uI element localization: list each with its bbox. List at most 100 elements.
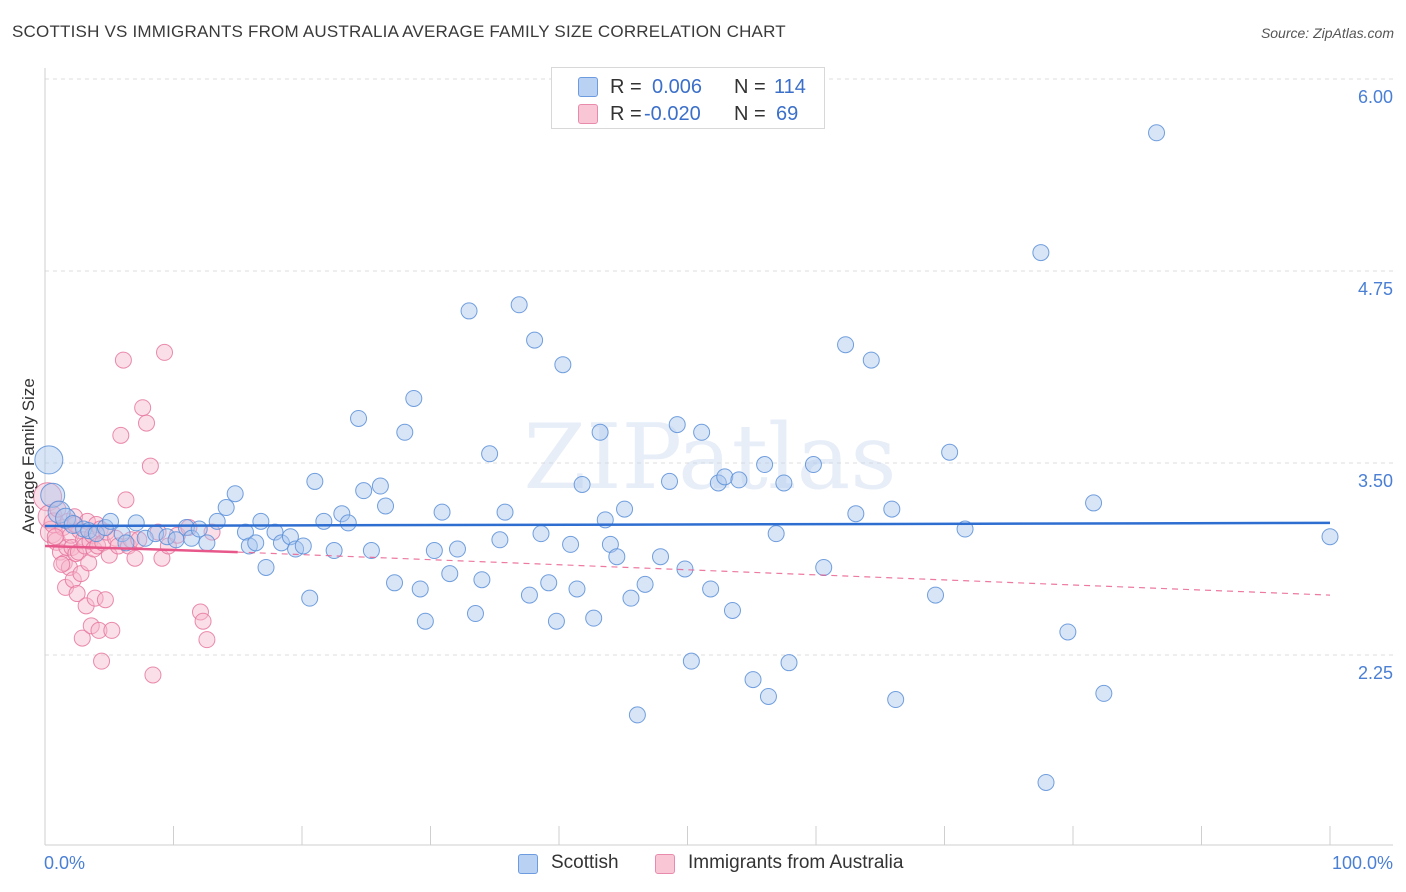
data-point-scottish (272, 534, 290, 552)
data-point-immigrants (68, 585, 86, 603)
data-point-scottish (847, 505, 865, 523)
data-point-scottish (608, 548, 626, 566)
data-point-scottish (377, 497, 395, 515)
data-point-scottish (585, 609, 603, 627)
data-point-scottish (540, 574, 558, 592)
x-tick-label-min: 0.0% (44, 853, 85, 873)
series-immigrants-from-australia (33, 343, 221, 684)
data-point-scottish (371, 477, 389, 495)
data-point-scottish (405, 389, 423, 407)
watermark: ZIPatlas (523, 405, 896, 510)
data-point-scottish (236, 523, 254, 541)
data-point-scottish (63, 514, 83, 534)
data-point-scottish (362, 542, 380, 560)
source-credit: Source: ZipAtlas.com (1260, 25, 1394, 41)
data-point-scottish (775, 474, 793, 492)
data-point-scottish (1095, 684, 1113, 702)
data-point-scottish (496, 503, 514, 521)
n-value: 69 (776, 103, 799, 125)
legend-swatch-immigrants (655, 854, 675, 874)
data-point-scottish (573, 476, 591, 494)
data-point-scottish (780, 654, 798, 672)
data-point-scottish (1148, 124, 1166, 142)
data-point-scottish (460, 302, 478, 320)
data-point-scottish (510, 296, 528, 314)
data-point-scottish (723, 601, 741, 619)
data-point-scottish (306, 472, 324, 490)
data-point-scottish (350, 409, 368, 427)
correlation-legend: R = 0.006 N = 114 R = -0.020 N = 69 (551, 67, 825, 129)
data-point-immigrants (203, 523, 221, 541)
data-point-scottish (622, 589, 640, 607)
data-point-scottish (425, 542, 443, 560)
data-point-scottish (333, 505, 351, 523)
data-point-scottish (756, 456, 774, 474)
data-point-scottish (158, 528, 176, 546)
n-label: N = (734, 103, 766, 125)
data-point-immigrants (198, 631, 216, 649)
data-point-immigrants (96, 591, 114, 609)
data-point-immigrants (114, 351, 132, 369)
data-point-scottish (266, 523, 284, 541)
data-point-scottish (416, 612, 434, 630)
data-point-scottish (668, 416, 686, 434)
data-point-scottish (956, 520, 974, 538)
legend-label-immigrants: Immigrants from Australia (688, 852, 904, 873)
data-point-scottish (616, 500, 634, 518)
axes-layer: 2.25 3.50 4.75 6.00 0.0% 100.0% (44, 68, 1393, 873)
data-point-immigrants (73, 629, 91, 647)
y-tick-label: 6.00 (1358, 87, 1393, 107)
data-point-scottish (815, 558, 833, 576)
y-axis-label: Average Family Size (19, 378, 38, 534)
data-point-scottish (136, 529, 154, 547)
data-point-scottish (247, 534, 265, 552)
data-point-scottish (1085, 494, 1103, 512)
data-point-immigrants (103, 621, 121, 639)
chart-title: SCOTTISH VS IMMIGRANTS FROM AUSTRALIA AV… (12, 22, 786, 41)
data-point-scottish (473, 571, 491, 589)
data-point-immigrants (112, 426, 130, 444)
data-point-scottish (591, 423, 609, 441)
data-point-scottish (491, 531, 509, 549)
data-point-immigrants (117, 491, 135, 509)
data-point-scottish (520, 586, 538, 604)
y-tick-label: 2.25 (1358, 663, 1393, 683)
trend-layer (44, 521, 1331, 596)
data-point-scottish (661, 472, 679, 490)
data-point-scottish (554, 356, 572, 374)
data-point-scottish (47, 500, 71, 524)
data-point-scottish (294, 537, 312, 555)
n-value: 114 (774, 76, 806, 98)
data-point-scottish (716, 468, 734, 486)
legend-row-scottish: R = 0.006 N = 114 (552, 74, 824, 102)
data-point-scottish (883, 500, 901, 518)
data-point-scottish (862, 351, 880, 369)
data-point-scottish (837, 336, 855, 354)
data-point-scottish (198, 534, 216, 552)
data-point-immigrants (141, 457, 159, 475)
data-point-scottish (34, 445, 64, 475)
data-point-scottish (217, 499, 235, 517)
data-point-scottish (1059, 623, 1077, 641)
grid-layer (45, 78, 1393, 656)
data-point-immigrants (138, 414, 156, 432)
r-label: R = (610, 103, 642, 125)
data-point-immigrants (46, 528, 64, 546)
n-label: N = (734, 76, 766, 98)
data-point-scottish (252, 512, 270, 530)
legend-row-immigrants: R = -0.020 N = 69 (552, 101, 824, 129)
data-point-scottish (744, 671, 762, 689)
data-point-immigrants (156, 343, 174, 361)
data-point-scottish (226, 485, 244, 503)
data-point-scottish (628, 706, 646, 724)
data-point-scottish (759, 687, 777, 705)
data-point-scottish (709, 474, 727, 492)
trend-line-immigrants-extrapolated (237, 551, 1331, 596)
data-point-immigrants (33, 482, 63, 512)
legend-swatch-scottish (518, 854, 538, 874)
legend-label-scottish: Scottish (551, 852, 619, 873)
data-point-scottish (339, 514, 357, 532)
data-point-scottish (526, 331, 544, 349)
data-point-immigrants (194, 612, 212, 630)
